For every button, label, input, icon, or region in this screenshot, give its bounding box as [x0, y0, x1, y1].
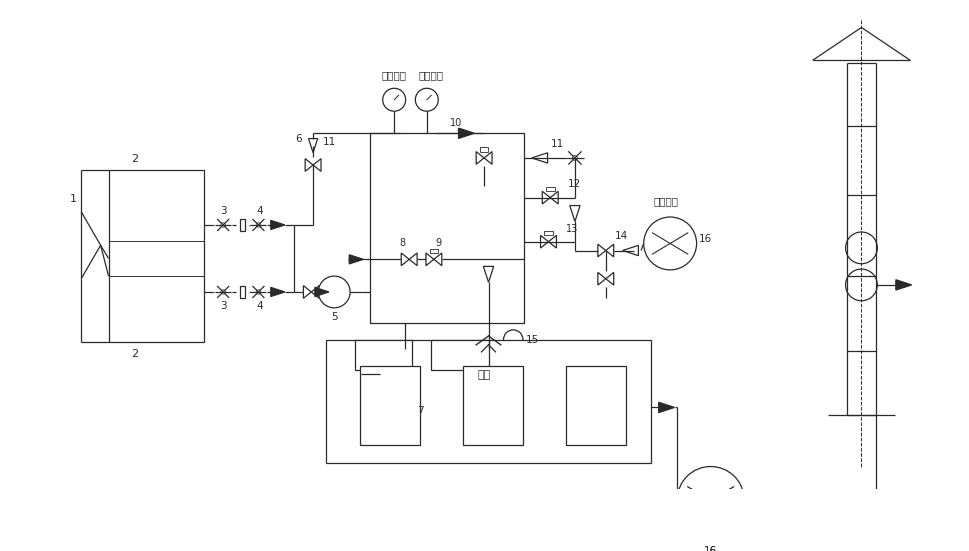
Text: 压力显示: 压力显示: [419, 70, 443, 80]
Polygon shape: [622, 245, 638, 256]
Polygon shape: [313, 159, 321, 171]
Bar: [429, 249, 438, 253]
Text: 流量显示: 流量显示: [381, 70, 406, 80]
Polygon shape: [305, 159, 313, 171]
Polygon shape: [270, 288, 285, 296]
Polygon shape: [303, 285, 311, 298]
Polygon shape: [750, 495, 766, 505]
Bar: [326, 339, 650, 463]
Polygon shape: [542, 191, 549, 204]
Polygon shape: [606, 272, 613, 285]
Circle shape: [845, 269, 876, 301]
Bar: [240, 219, 245, 230]
Circle shape: [415, 88, 438, 111]
Polygon shape: [658, 402, 673, 413]
Bar: [359, 366, 420, 445]
Bar: [359, 367, 373, 381]
Polygon shape: [315, 288, 328, 296]
Circle shape: [845, 232, 876, 264]
Circle shape: [256, 290, 261, 294]
Polygon shape: [606, 244, 613, 257]
Polygon shape: [360, 369, 374, 379]
Text: 喷雾: 喷雾: [477, 370, 490, 380]
Text: 4: 4: [257, 301, 264, 311]
Polygon shape: [308, 138, 317, 153]
Polygon shape: [433, 253, 441, 266]
Text: 3: 3: [220, 206, 226, 216]
Bar: [369, 133, 523, 323]
Polygon shape: [597, 244, 606, 257]
Text: 7: 7: [417, 406, 423, 416]
Polygon shape: [409, 253, 417, 266]
Bar: [109, 170, 203, 342]
Polygon shape: [425, 253, 433, 266]
Bar: [546, 187, 554, 191]
Polygon shape: [270, 220, 285, 230]
Text: 2: 2: [131, 154, 139, 164]
Text: 1: 1: [70, 195, 77, 204]
Polygon shape: [540, 235, 547, 248]
Polygon shape: [484, 152, 491, 164]
Circle shape: [221, 290, 225, 294]
Bar: [480, 147, 488, 152]
Text: 16: 16: [703, 546, 717, 551]
Polygon shape: [531, 153, 547, 163]
Polygon shape: [597, 272, 606, 285]
Circle shape: [383, 88, 405, 111]
Bar: [566, 366, 625, 445]
Circle shape: [643, 217, 696, 270]
Circle shape: [676, 467, 743, 533]
Text: 12: 12: [568, 179, 581, 188]
Bar: [544, 231, 552, 235]
Circle shape: [256, 223, 261, 227]
Polygon shape: [547, 235, 556, 248]
Text: 16: 16: [698, 234, 711, 244]
Circle shape: [380, 349, 429, 398]
Polygon shape: [895, 280, 911, 290]
Text: 4: 4: [257, 206, 264, 216]
Bar: [462, 366, 522, 445]
Text: 6: 6: [296, 133, 302, 144]
Polygon shape: [476, 152, 484, 164]
Polygon shape: [349, 255, 363, 264]
Bar: [240, 287, 245, 298]
Circle shape: [318, 276, 350, 308]
Text: 2: 2: [131, 349, 139, 359]
Text: 15: 15: [525, 334, 539, 344]
Text: 10: 10: [450, 118, 461, 128]
Polygon shape: [569, 206, 579, 222]
Text: 3: 3: [220, 301, 226, 311]
Circle shape: [221, 223, 225, 227]
Bar: [431, 339, 488, 370]
Circle shape: [503, 330, 522, 349]
Polygon shape: [549, 191, 557, 204]
Bar: [354, 339, 412, 370]
Text: 14: 14: [614, 231, 628, 241]
Text: 9: 9: [435, 239, 441, 249]
Polygon shape: [311, 285, 319, 298]
Text: 5: 5: [330, 312, 337, 322]
Circle shape: [572, 155, 577, 160]
Polygon shape: [458, 128, 474, 138]
Text: 8: 8: [398, 239, 405, 249]
Polygon shape: [483, 266, 493, 282]
Text: 13: 13: [566, 224, 578, 234]
Text: 助燃风机: 助燃风机: [652, 196, 677, 206]
Polygon shape: [401, 253, 409, 266]
Text: 11: 11: [550, 139, 563, 149]
Text: 11: 11: [322, 137, 335, 147]
Text: 16: 16: [703, 546, 717, 551]
